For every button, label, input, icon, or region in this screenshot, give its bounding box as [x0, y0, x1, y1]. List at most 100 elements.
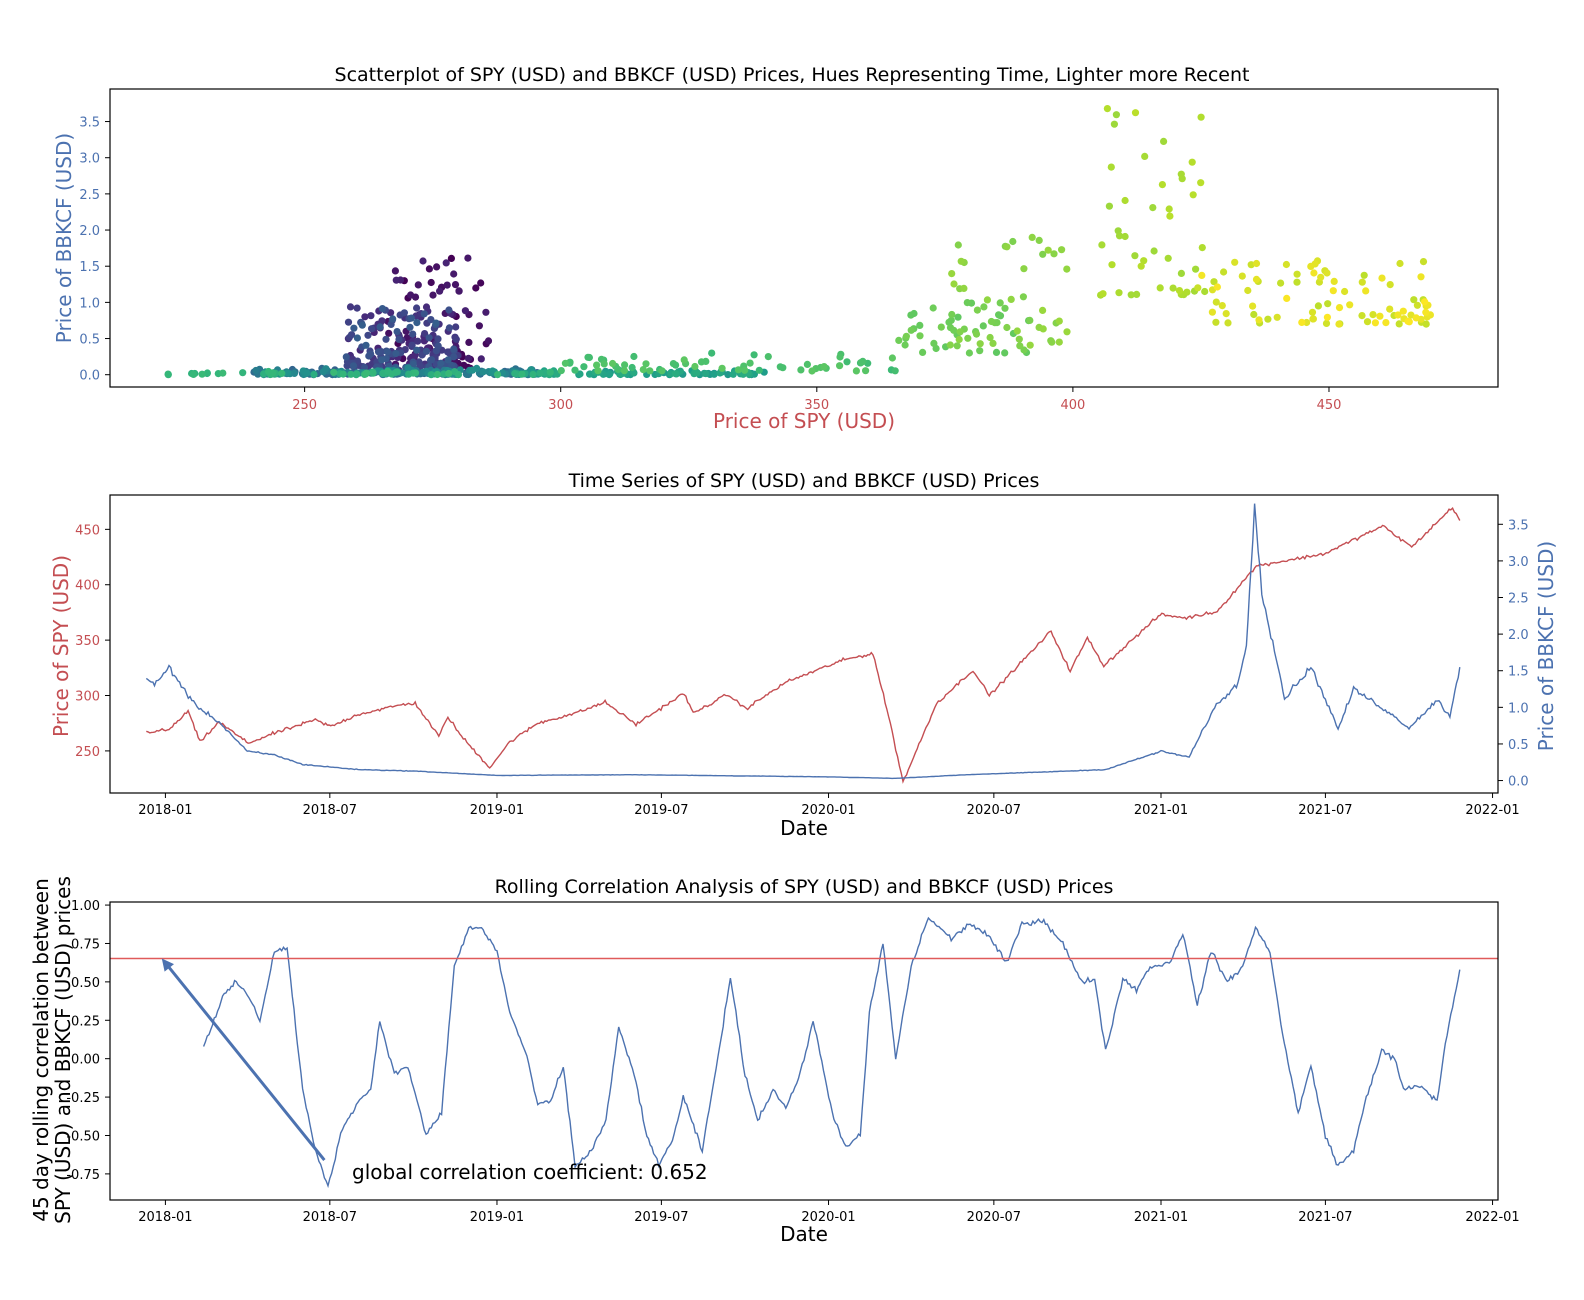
correlation-title: Rolling Correlation Analysis of SPY (USD… [495, 876, 1114, 898]
correlation-x-tick-label: 2018-07 [303, 1210, 357, 1225]
scatter-point [995, 311, 1003, 319]
scatter-point [1369, 311, 1377, 319]
scatter-point [350, 324, 358, 332]
scatter-point [1003, 243, 1011, 251]
scatter-point [219, 369, 227, 377]
scatter-point [369, 369, 377, 377]
scatter-point [427, 316, 435, 324]
correlation-plot-frame [109, 901, 1499, 1201]
scatter-point [450, 345, 458, 353]
scatter-point [1039, 306, 1047, 314]
scatter-point [1016, 342, 1024, 350]
scatter-point [252, 366, 260, 375]
scatter-point [433, 263, 441, 271]
timeseries-right-y-tick-label: 3.0 [1508, 555, 1529, 570]
scatter-point [475, 322, 483, 330]
correlation-x-tick-label: 2019-01 [470, 1210, 524, 1225]
scatter-point [450, 353, 458, 361]
correlation-x-label: Date [780, 1222, 828, 1246]
scatter-point [734, 366, 743, 374]
scatter-point [888, 354, 897, 362]
scatter-point [955, 335, 963, 344]
scatter-point [378, 317, 386, 325]
scatter-point [376, 323, 384, 331]
scatter-point [1358, 278, 1366, 286]
scatter-point [365, 352, 373, 360]
scatter-point [1314, 302, 1322, 310]
scatter-point [264, 367, 273, 376]
scatter-point [1007, 295, 1015, 303]
scatter-point [1028, 233, 1036, 241]
scatter-point [189, 370, 198, 378]
correlation-y-label: 45 day rolling correlation betweenSPY (U… [29, 876, 75, 1224]
scatter-point [1115, 232, 1124, 240]
scatter-point [198, 370, 206, 378]
scatter-x-ticks: 250 300 350 400 450 [292, 387, 1341, 413]
scatter-point [946, 341, 954, 349]
scatter-y-tick-label: 3.0 [79, 152, 100, 167]
annotation-arrow-head [161, 958, 174, 972]
correlation-y-tick-label: 0.25 [71, 1014, 100, 1029]
spy-price-line [146, 507, 1461, 784]
scatter-point [393, 328, 401, 336]
scatter-point [353, 370, 361, 378]
scatter-point [639, 366, 647, 374]
scatter-point [669, 360, 678, 368]
scatter-point [1330, 277, 1338, 285]
scatter-point [646, 367, 654, 375]
scatter-point [746, 359, 754, 367]
correlation-y-label-line: 45 day rolling correlation between [29, 878, 53, 1222]
scatter-point [406, 323, 414, 331]
scatter-point [367, 312, 375, 320]
timeseries-right-y-tick-label: 1.5 [1508, 665, 1529, 680]
scatter-point [1048, 338, 1056, 346]
scatter-point [1035, 236, 1043, 244]
correlation-y-tick-label: 0.00 [71, 1053, 100, 1068]
scatter-point [1309, 315, 1317, 323]
scatter-point [857, 358, 865, 367]
scatter-point [1255, 316, 1263, 324]
scatter-point [1039, 250, 1047, 258]
timeseries-lines [145, 503, 1461, 784]
scatter-point [836, 362, 844, 370]
scatter-point [378, 356, 386, 364]
scatter-plot-frame [109, 88, 1499, 388]
scatter-point [630, 352, 638, 361]
scatter-point [750, 351, 758, 359]
scatter-point [680, 356, 688, 364]
scatter-point [741, 366, 749, 374]
scatter-point [965, 349, 974, 357]
scatter-point [392, 349, 400, 358]
scatter-point [479, 368, 487, 376]
scatter-point [1013, 327, 1021, 335]
correlation-y-tick-label: 0.75 [71, 937, 100, 952]
scatter-point [916, 321, 924, 329]
scatter-point [950, 326, 958, 334]
scatter-point [349, 362, 358, 370]
scatter-point [953, 342, 961, 350]
scatter-point [1197, 113, 1205, 121]
scatter-point [1001, 349, 1009, 357]
correlation-y-label-line: SPY (USD) and BBKCF (USD) prices [51, 876, 75, 1224]
scatter-point [972, 330, 981, 338]
scatter-x-tick-label: 250 [292, 398, 317, 413]
timeseries-right-y-label: Price of BBKCF (USD) [1534, 541, 1558, 751]
scatter-point [1131, 109, 1140, 117]
scatter-point [1137, 262, 1145, 270]
scatter-point [976, 340, 984, 348]
scatter-point [1213, 283, 1221, 291]
scatter-point [477, 279, 485, 287]
scatter-point [929, 304, 937, 312]
scatter-point [383, 348, 391, 356]
scatter-point [1238, 272, 1246, 280]
scatter-y-tick-label: 0.5 [79, 333, 100, 348]
scatter-point [1194, 284, 1202, 292]
scatter-point [1063, 265, 1071, 273]
scatter-point [529, 370, 537, 379]
scatter-point [392, 276, 400, 284]
scatter-point [1250, 310, 1258, 319]
scatter-point [980, 303, 988, 311]
correlation-x-tick-label: 2022-01 [1465, 1210, 1519, 1225]
correlation-x-tick-label: 2019-07 [634, 1210, 688, 1225]
